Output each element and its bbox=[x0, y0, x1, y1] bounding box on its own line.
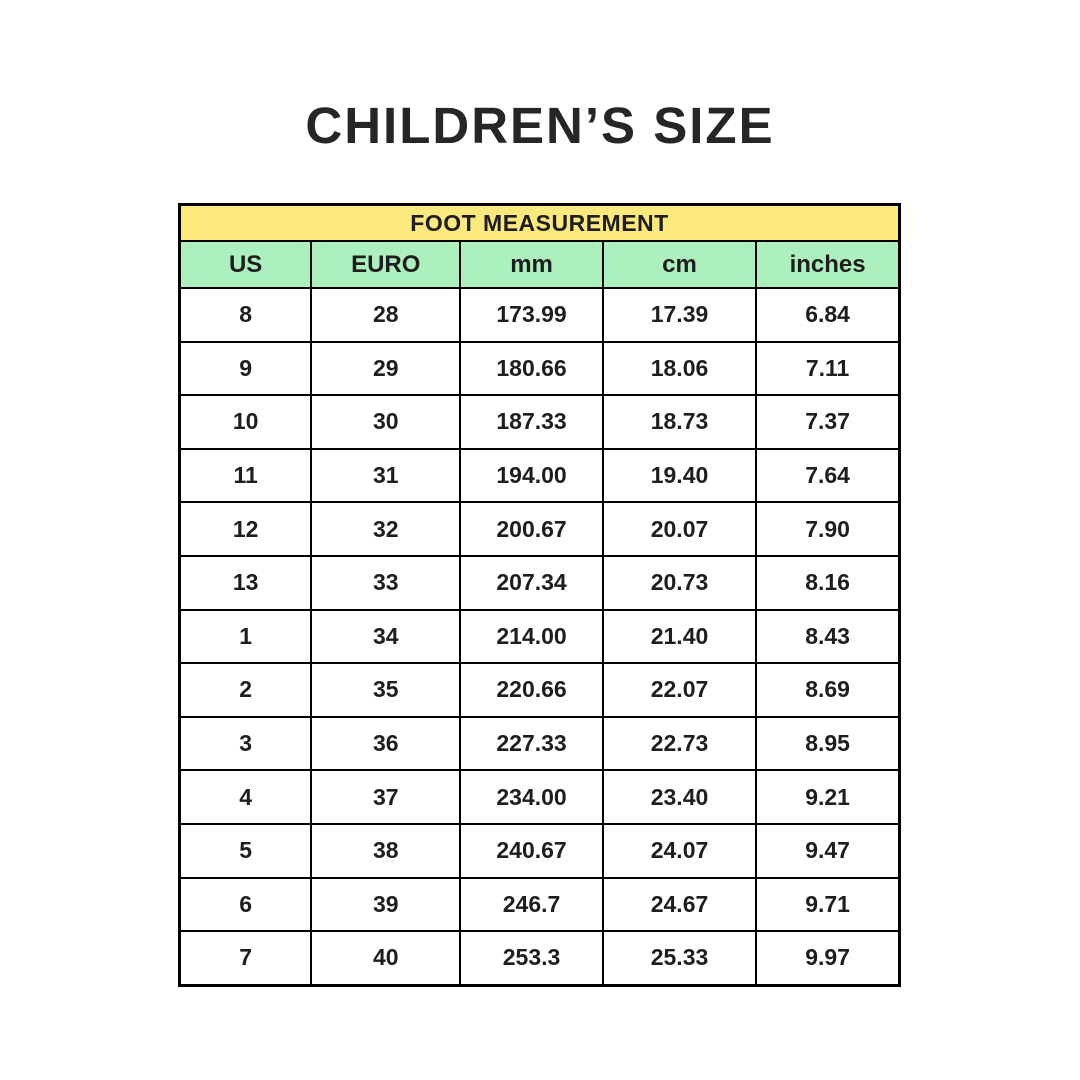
table-cell: 7.64 bbox=[755, 447, 901, 504]
page-title: CHILDREN’S SIZE bbox=[305, 97, 775, 154]
table-cell: 1 bbox=[178, 608, 313, 665]
table-cell: 23.40 bbox=[601, 769, 758, 825]
table-cell: 3 bbox=[178, 715, 313, 772]
table-cell: 20.07 bbox=[601, 501, 758, 557]
table-cell: 17.39 bbox=[601, 287, 758, 343]
table-cell: 40 bbox=[310, 930, 462, 987]
table-cell: 7.90 bbox=[755, 501, 901, 557]
table-cell: 24.67 bbox=[601, 876, 758, 933]
table-cell: 4 bbox=[178, 769, 313, 825]
table-cell: 227.33 bbox=[459, 715, 604, 772]
table-cell: 18.06 bbox=[601, 340, 758, 397]
table-cell: 34 bbox=[310, 608, 462, 665]
table-cell: 7.11 bbox=[755, 340, 901, 397]
column-header-mm: mm bbox=[459, 240, 604, 289]
table-cell: 8 bbox=[178, 287, 313, 343]
table-cell: 8.95 bbox=[755, 715, 901, 772]
column-header-euro: EURO bbox=[310, 240, 462, 289]
table-row: 6 39 246.7 24.67 9.71 bbox=[178, 876, 901, 933]
table-cell: 28 bbox=[310, 287, 462, 343]
table-row: 12 32 200.67 20.07 7.90 bbox=[178, 501, 901, 557]
table-cell: 29 bbox=[310, 340, 462, 397]
table-row: 8 28 173.99 17.39 6.84 bbox=[178, 287, 901, 343]
table-cell: 246.7 bbox=[459, 876, 604, 933]
table-cell: 19.40 bbox=[601, 447, 758, 504]
table-cell: 36 bbox=[310, 715, 462, 772]
table-row: 7 40 253.3 25.33 9.97 bbox=[178, 930, 901, 987]
table-cell: 24.07 bbox=[601, 822, 758, 879]
table-cell: 187.33 bbox=[459, 394, 604, 450]
table-cell: 18.73 bbox=[601, 394, 758, 450]
table-cell: 8.69 bbox=[755, 662, 901, 718]
table-row: 2 35 220.66 22.07 8.69 bbox=[178, 662, 901, 718]
table-cell: 9.97 bbox=[755, 930, 901, 987]
table-cell: 9.71 bbox=[755, 876, 901, 933]
table-cell: 12 bbox=[178, 501, 313, 557]
table-cell: 6 bbox=[178, 876, 313, 933]
table-row: 5 38 240.67 24.07 9.47 bbox=[178, 822, 901, 879]
table-cell: 11 bbox=[178, 447, 313, 504]
size-table-body: 8 28 173.99 17.39 6.84 9 29 180.66 18.06 7.11 10 30… bbox=[178, 287, 901, 987]
table-row: 9 29 180.66 18.06 7.11 bbox=[178, 340, 901, 397]
table-cell: 180.66 bbox=[459, 340, 604, 397]
table-row: 1 34 214.00 21.40 8.43 bbox=[178, 608, 901, 665]
table-cell: 10 bbox=[178, 394, 313, 450]
table-cell: 7 bbox=[178, 930, 313, 987]
table-cell: 5 bbox=[178, 822, 313, 879]
table-cell: 234.00 bbox=[459, 769, 604, 825]
table-cell: 173.99 bbox=[459, 287, 604, 343]
table-cell: 35 bbox=[310, 662, 462, 718]
table-row: 13 33 207.34 20.73 8.16 bbox=[178, 554, 901, 611]
table-cell: 39 bbox=[310, 876, 462, 933]
table-cell: 253.3 bbox=[459, 930, 604, 987]
table-cell: 37 bbox=[310, 769, 462, 825]
table-header-foot-measurement: FOOT MEASUREMENT bbox=[178, 203, 901, 242]
table-cell: 8.16 bbox=[755, 554, 901, 611]
table-cell: 9 bbox=[178, 340, 313, 397]
table-cell: 13 bbox=[178, 554, 313, 611]
table-cell: 9.21 bbox=[755, 769, 901, 825]
table-cell: 38 bbox=[310, 822, 462, 879]
table-cell: 207.34 bbox=[459, 554, 604, 611]
table-cell: 220.66 bbox=[459, 662, 604, 718]
table-cell: 22.07 bbox=[601, 662, 758, 718]
table-cell: 194.00 bbox=[459, 447, 604, 504]
table-cell: 25.33 bbox=[601, 930, 758, 987]
table-row: 4 37 234.00 23.40 9.21 bbox=[178, 769, 901, 825]
table-cell: 31 bbox=[310, 447, 462, 504]
table-cell: 214.00 bbox=[459, 608, 604, 665]
table-cell: 22.73 bbox=[601, 715, 758, 772]
column-header-row: US EURO mm cm inches bbox=[178, 240, 901, 289]
table-header-row: FOOT MEASUREMENT bbox=[178, 203, 901, 242]
table-cell: 20.73 bbox=[601, 554, 758, 611]
column-header-us: US bbox=[178, 240, 313, 289]
table-cell: 8.43 bbox=[755, 608, 901, 665]
column-header-cm: cm bbox=[601, 240, 758, 289]
table-cell: 240.67 bbox=[459, 822, 604, 879]
table-cell: 2 bbox=[178, 662, 313, 718]
table-cell: 200.67 bbox=[459, 501, 604, 557]
table-cell: 9.47 bbox=[755, 822, 901, 879]
table-cell: 33 bbox=[310, 554, 462, 611]
table-cell: 32 bbox=[310, 501, 462, 557]
column-header-inches: inches bbox=[755, 240, 901, 289]
table-cell: 30 bbox=[310, 394, 462, 450]
table-row: 10 30 187.33 18.73 7.37 bbox=[178, 394, 901, 450]
table-row: 11 31 194.00 19.40 7.64 bbox=[178, 447, 901, 504]
table-cell: 7.37 bbox=[755, 394, 901, 450]
table-cell: 6.84 bbox=[755, 287, 901, 343]
table-row: 3 36 227.33 22.73 8.95 bbox=[178, 715, 901, 772]
table-cell: 21.40 bbox=[601, 608, 758, 665]
